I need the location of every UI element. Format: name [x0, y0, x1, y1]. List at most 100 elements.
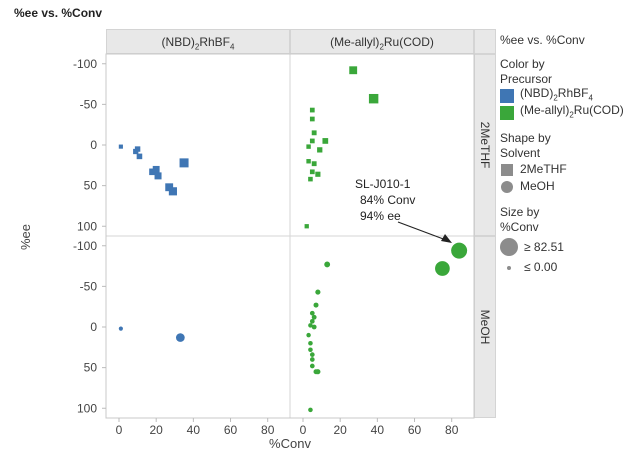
data-point-circle [315, 369, 321, 375]
data-point-square [368, 93, 379, 104]
data-point-square [133, 148, 139, 155]
x-tick-label: 40 [187, 423, 201, 437]
data-point-circle [313, 369, 319, 375]
annotation-arrow [397, 221, 447, 241]
data-point-square [179, 158, 189, 168]
data-point-circle [308, 347, 313, 353]
data-point-circle [306, 332, 311, 338]
y-axis-label: %ee [18, 224, 33, 250]
legend-size-section: Size by %Conv ≥ 82.51 ≤ 0.00 [500, 205, 630, 276]
y-tick-label: -50 [80, 97, 98, 111]
header-corner [474, 29, 496, 54]
column-header-nbd-rhbf4: (NBD)2RhBF4 [106, 29, 290, 54]
data-point-square [152, 165, 160, 173]
annotation-arrowhead [441, 234, 452, 243]
data-point-square [311, 130, 317, 136]
x-tick-label: 80 [445, 423, 459, 437]
data-point-square [309, 138, 315, 144]
x-tick-label: 60 [408, 423, 422, 437]
data-point-square [306, 144, 311, 149]
data-point-circle [309, 352, 315, 357]
legend: %ee vs. %Conv Color by Precursor (NBD)2R… [500, 28, 630, 276]
x-tick-label: 0 [300, 423, 307, 437]
x-tick-label: 20 [334, 423, 348, 437]
data-point-square [165, 183, 174, 192]
data-point-circle [309, 357, 315, 362]
data-point-circle [311, 324, 317, 330]
data-point-circle [324, 261, 331, 268]
x-tick-label: 60 [224, 423, 238, 437]
data-point-square [118, 144, 123, 149]
legend-swatch-green [500, 105, 514, 120]
data-point-circle [451, 242, 468, 259]
chart-title: %ee vs. %Conv [14, 6, 103, 20]
legend-swatch-blue [500, 88, 514, 103]
data-point-circle [308, 323, 313, 328]
data-point-square [311, 161, 317, 167]
annotation-sl-j010-1: SL-J010-1 84% Conv 94% ee [355, 177, 452, 243]
x-tick-label: 20 [150, 423, 164, 437]
y-tick-label: 100 [77, 219, 97, 233]
data-point-square [322, 138, 329, 144]
data-point-square [308, 176, 313, 182]
x-axis-label: %Conv [269, 436, 311, 451]
legend-size-item: ≤ 0.00 [500, 259, 630, 276]
y-tick-label: -100 [73, 57, 97, 71]
data-point-square [134, 146, 141, 152]
panel-frame [289, 235, 475, 419]
data-point-circle [308, 340, 313, 346]
data-point-circle [315, 289, 321, 295]
x-tick-label: 80 [261, 423, 275, 437]
data-point-circle [175, 333, 185, 342]
legend-color-item: (Me-allyl)2Ru(COD) [500, 103, 630, 121]
row-header-meoh: MeOH [474, 236, 496, 418]
data-point-circle [309, 363, 315, 369]
legend-shape-item: MeOH [500, 178, 630, 195]
legend-color-item: (NBD)2RhBF4 [500, 86, 630, 104]
y-tick-label: 50 [84, 361, 98, 375]
legend-large-circle-icon [500, 238, 518, 256]
legend-shape-title: Shape by Solvent [500, 131, 551, 160]
y-tick-label: -50 [80, 279, 98, 293]
data-point-square [136, 153, 143, 160]
data-point-circle [309, 310, 315, 316]
data-point-square [309, 169, 315, 175]
data-point-circle [311, 314, 317, 320]
legend-square-icon [501, 163, 513, 176]
legend-size-title: Size by %Conv [500, 205, 540, 234]
annotation-line: 94% ee [360, 209, 401, 223]
y-tick-label: 50 [84, 179, 98, 193]
data-point-square [315, 171, 321, 177]
panel-frame [105, 235, 291, 419]
legend-title: %ee vs. %Conv [500, 33, 585, 47]
data-point-square [154, 172, 162, 180]
annotation-line: SL-J010-1 [355, 177, 411, 191]
panel-frame [289, 53, 475, 237]
data-point-circle [435, 261, 450, 276]
row-header-2methf: 2MeTHF [474, 54, 496, 236]
column-header-me-allyl-ru-cod: (Me-allyl)2Ru(COD) [290, 29, 474, 54]
data-point-circle [118, 326, 123, 331]
data-point-square [309, 116, 315, 122]
data-point-square [304, 224, 309, 229]
data-point-square [309, 107, 315, 113]
y-tick-label: 0 [90, 138, 97, 152]
legend-color-section: Color by Precursor (NBD)2RhBF4 (Me-allyl… [500, 57, 630, 121]
legend-shape-section: Shape by Solvent 2MeTHF MeOH [500, 131, 630, 195]
legend-circle-icon [501, 180, 513, 193]
y-tick-label: -100 [73, 239, 97, 253]
legend-size-item: ≥ 82.51 [500, 235, 630, 259]
data-point-circle [308, 407, 313, 413]
plot-frame [105, 53, 475, 419]
data-point-square [349, 66, 358, 75]
data-point-square [317, 147, 323, 153]
data-point-square [168, 187, 177, 196]
x-tick-label: 0 [116, 423, 123, 437]
data-point-circle [309, 318, 315, 324]
annotation-line: 84% Conv [360, 193, 415, 207]
x-tick-label: 40 [371, 423, 385, 437]
y-tick-label: 100 [77, 401, 97, 415]
data-point-square [149, 168, 156, 176]
data-point-square [306, 159, 311, 164]
legend-shape-item: 2MeTHF [500, 161, 630, 178]
